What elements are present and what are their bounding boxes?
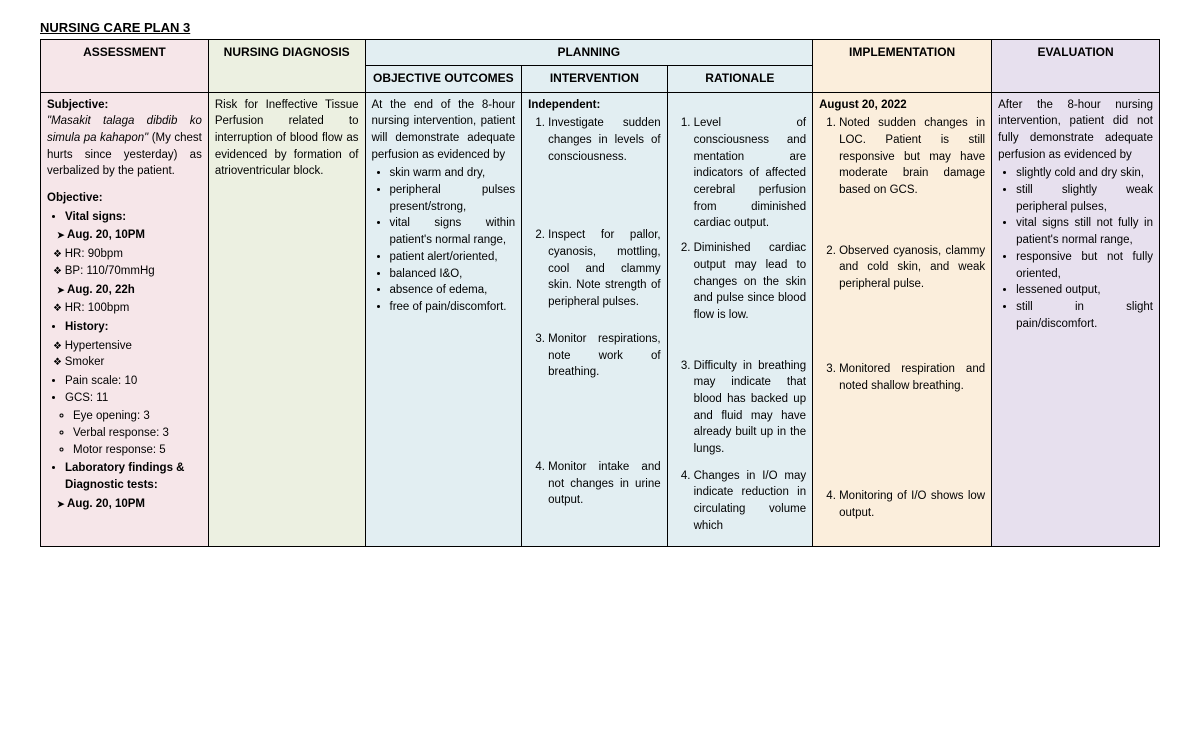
cell-rationale: Level of consciousness and mentation are… [667, 92, 812, 546]
vs-time1: Aug. 20, 10PM [57, 227, 202, 244]
outcome-item: peripheral pulses present/strong, [390, 182, 516, 215]
evaluation-item: still in slight pain/discomfort. [1016, 299, 1153, 332]
header-rationale: RATIONALE [667, 66, 812, 92]
intervention-item: Monitor intake and not changes in urine … [548, 459, 660, 509]
vs-time2: Aug. 20, 22h [57, 282, 202, 299]
rationale-item: Diminished cardiac output may lead to ch… [694, 240, 806, 323]
header-evaluation: EVALUATION [992, 40, 1160, 93]
intervention-item: Monitor respirations, note work of breat… [548, 331, 660, 381]
independent-label: Independent: [528, 97, 660, 114]
vs-hr2: HR: 100bpm [53, 300, 202, 317]
intervention-item: Investigate sudden changes in levels of … [548, 115, 660, 165]
outcome-item: free of pain/discomfort. [390, 299, 516, 316]
gcs: GCS: 11 [65, 390, 202, 407]
vs-bp1: BP: 110/70mmHg [53, 263, 202, 280]
implementation-item: Noted sudden changes in LOC. Patient is … [839, 115, 985, 198]
header-intervention: INTERVENTION [522, 66, 667, 92]
cell-intervention: Independent: Investigate sudden changes … [522, 92, 667, 546]
history-label: History: [65, 319, 202, 336]
evaluation-item: still slightly weak peripheral pulses, [1016, 182, 1153, 215]
evaluation-item: vital signs still not fully in patient's… [1016, 215, 1153, 248]
lab-time: Aug. 20, 10PM [57, 496, 202, 513]
outcome-item: balanced I&O, [390, 266, 516, 283]
outcome-item: skin warm and dry, [390, 165, 516, 182]
gcs-motor: Motor response: 5 [73, 442, 202, 459]
implementation-item: Monitored respiration and noted shallow … [839, 361, 985, 394]
lab-label: Laboratory findings & Diagnostic tests: [65, 460, 202, 493]
header-outcomes: OBJECTIVE OUTCOMES [365, 66, 522, 92]
cell-diagnosis: Risk for Ineffective Tissue Perfusion re… [208, 92, 365, 546]
implementation-item: Observed cyanosis, clammy and cold skin,… [839, 243, 985, 293]
cell-implementation: August 20, 2022 Noted sudden changes in … [813, 92, 992, 546]
gcs-eye: Eye opening: 3 [73, 408, 202, 425]
header-diagnosis: NURSING DIAGNOSIS [208, 40, 365, 93]
header-planning: PLANNING [365, 40, 813, 66]
care-plan-table: ASSESSMENT NURSING DIAGNOSIS PLANNING IM… [40, 39, 1160, 547]
evaluation-intro: After the 8-hour nursing intervention, p… [998, 97, 1153, 164]
evaluation-item: responsive but not fully oriented, [1016, 249, 1153, 282]
history-item: Hypertensive [53, 338, 202, 355]
cell-assessment: Subjective: "Masakit talaga dibdib ko si… [41, 92, 209, 546]
implementation-item: Monitoring of I/O shows low output. [839, 488, 985, 521]
outcome-item: absence of edema, [390, 282, 516, 299]
history-item: Smoker [53, 354, 202, 371]
header-implementation: IMPLEMENTATION [813, 40, 992, 93]
outcome-item: patient alert/oriented, [390, 249, 516, 266]
evaluation-item: lessened output, [1016, 282, 1153, 299]
intervention-item: Inspect for pallor, cyanosis, mottling, … [548, 227, 660, 310]
evaluation-item: slightly cold and dry skin, [1016, 165, 1153, 182]
subjective-label: Subjective: [47, 97, 202, 114]
pain-scale: Pain scale: 10 [65, 373, 202, 390]
page-title: NURSING CARE PLAN 3 [40, 20, 1160, 35]
gcs-verbal: Verbal response: 3 [73, 425, 202, 442]
objective-label: Objective: [47, 190, 202, 207]
outcomes-intro: At the end of the 8-hour nursing interve… [372, 97, 516, 164]
vs-hr1: HR: 90bpm [53, 246, 202, 263]
rationale-item: Difficulty in breathing may indicate tha… [694, 358, 806, 458]
rationale-item: Changes in I/O may indicate reduction in… [694, 468, 806, 535]
header-assessment: ASSESSMENT [41, 40, 209, 93]
cell-evaluation: After the 8-hour nursing intervention, p… [992, 92, 1160, 546]
vital-signs-label: Vital signs: [65, 209, 202, 226]
rationale-item: Level of consciousness and mentation are… [694, 115, 806, 232]
outcome-item: vital signs within patient's normal rang… [390, 215, 516, 248]
implementation-date: August 20, 2022 [819, 97, 985, 114]
cell-outcomes: At the end of the 8-hour nursing interve… [365, 92, 522, 546]
